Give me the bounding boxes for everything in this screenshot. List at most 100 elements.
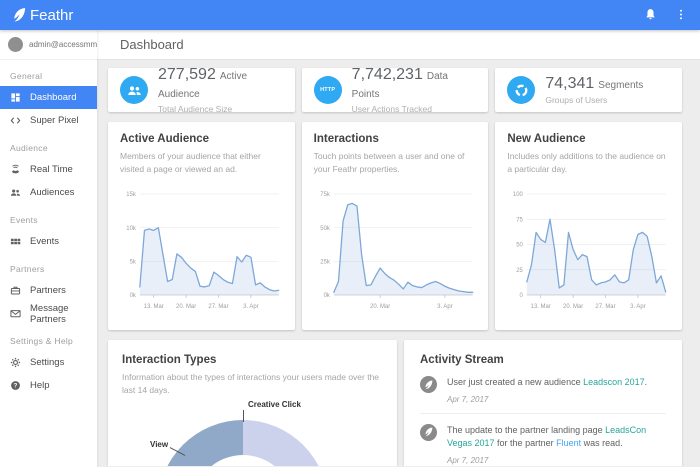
sidebar-item-label: Events bbox=[30, 236, 60, 247]
svg-text:0: 0 bbox=[520, 294, 524, 300]
activity-avatar-feather-icon bbox=[420, 376, 437, 393]
svg-text:3. Apr: 3. Apr bbox=[243, 304, 259, 310]
svg-text:25k: 25k bbox=[320, 260, 330, 266]
activity-text-segment: User just created a new audience bbox=[447, 377, 584, 387]
svg-text:50: 50 bbox=[517, 243, 524, 249]
svg-text:20. Mar: 20. Mar bbox=[370, 304, 390, 310]
area-chart: 0k 5k 10k 15k 13. Mar 20. Mar 27. Mar 3. Apr bbox=[126, 193, 280, 310]
svg-text:15k: 15k bbox=[126, 193, 136, 199]
feathr-logo-icon bbox=[12, 7, 26, 23]
sidebar-item-dashboard[interactable]: Dashboard bbox=[0, 86, 97, 109]
svg-text:75: 75 bbox=[517, 218, 524, 224]
activity-avatar-feather-icon bbox=[420, 423, 437, 441]
pie-donut bbox=[158, 420, 328, 466]
mail-icon bbox=[10, 308, 21, 319]
stat-sublabel: Groups of Users bbox=[545, 95, 608, 105]
brand-name: Feathr bbox=[30, 6, 74, 24]
sidebar-item-partners[interactable]: Partners bbox=[0, 279, 97, 302]
sidebar-nav: General Dashboard Super Pixel Audience Real … bbox=[0, 60, 97, 397]
bottom-row: Interaction Types Information about the … bbox=[108, 340, 682, 466]
stat-label: Data Points bbox=[351, 71, 448, 100]
sidebar-item-label: Message Partners bbox=[30, 302, 69, 325]
stat-label: Segments bbox=[598, 80, 644, 91]
activity-link[interactable]: Fluent bbox=[556, 438, 582, 448]
dashboard-icon bbox=[10, 92, 21, 103]
svg-text:20. Mar: 20. Mar bbox=[176, 304, 196, 310]
pie-label-creative-click: Creative Click bbox=[248, 400, 301, 409]
main-area: Dashboard 277,592 Active Audience Total Au… bbox=[97, 30, 700, 467]
chart-card-interactions: Interactions Touch points between a user … bbox=[301, 122, 489, 330]
svg-text:75k: 75k bbox=[320, 193, 330, 199]
sidebar-item-label: Settings bbox=[30, 357, 65, 368]
stat-value: 277,592 bbox=[158, 66, 216, 83]
stat-label: Active Audience bbox=[158, 71, 248, 100]
sidebar: admin@accessmm General Dashboard Super Pix… bbox=[0, 30, 97, 467]
page-title: Dashboard bbox=[120, 37, 184, 52]
chart-description: Includes only additions to the audience … bbox=[507, 151, 666, 175]
page-header: Dashboard bbox=[97, 30, 700, 60]
sidebar-item-super-pixel[interactable]: Super Pixel bbox=[0, 109, 97, 132]
svg-text:25: 25 bbox=[517, 268, 524, 274]
area-chart: 0k 25k 50k 75k 20. Mar 3. Apr bbox=[320, 193, 474, 310]
activity-link[interactable]: Leadscon 2017 bbox=[583, 377, 645, 387]
realtime-icon bbox=[10, 164, 21, 175]
sidebar-user[interactable]: admin@accessmm bbox=[0, 30, 97, 60]
svg-text:3. Apr: 3. Apr bbox=[631, 304, 647, 310]
segments-ring-icon bbox=[507, 76, 536, 104]
sidebar-item-help[interactable]: ? Help bbox=[0, 374, 97, 397]
svg-text:20. Mar: 20. Mar bbox=[563, 304, 583, 310]
svg-text:27. Mar: 27. Mar bbox=[208, 304, 228, 310]
stats-row: 277,592 Active Audience Total Audience Siz… bbox=[108, 66, 683, 114]
sidebar-item-real-time[interactable]: Real Time bbox=[0, 158, 97, 181]
brand[interactable]: Feathr bbox=[12, 7, 73, 24]
svg-text:13. Mar: 13. Mar bbox=[531, 304, 551, 310]
interaction-types-title: Interaction Types bbox=[122, 354, 217, 366]
sidebar-item-settings[interactable]: Settings bbox=[0, 351, 97, 374]
stat-card-active-audience: 277,592 Active Audience Total Audience Siz… bbox=[108, 66, 295, 114]
sidebar-item-events[interactable]: Events bbox=[0, 230, 97, 253]
sidebar-item-label: Partners bbox=[30, 285, 66, 296]
activity-item: The update to the partner landing page L… bbox=[420, 412, 666, 467]
sidebar-section-label: Events bbox=[10, 215, 38, 225]
svg-text:100: 100 bbox=[513, 193, 524, 199]
stat-sublabel: Total Audience Size bbox=[158, 104, 233, 114]
svg-text:5k: 5k bbox=[130, 260, 136, 266]
activity-text: User just created a new audience Leadsco… bbox=[447, 376, 647, 390]
group-icon bbox=[10, 187, 21, 198]
activity-link[interactable]: LeadsCon Vegas 2017 bbox=[447, 424, 647, 449]
sidebar-item-label: Real Time bbox=[30, 164, 73, 175]
notifications-bell-icon[interactable] bbox=[644, 8, 657, 22]
sidebar-item-message-partners[interactable]: Message Partners bbox=[0, 302, 97, 325]
activity-list: User just created a new audience Leadsco… bbox=[420, 366, 666, 466]
pie-leader-line bbox=[243, 410, 244, 422]
svg-text:0k: 0k bbox=[323, 294, 329, 300]
sidebar-section-label: Settings & Help bbox=[10, 336, 74, 346]
svg-text:10k: 10k bbox=[126, 226, 136, 232]
audience-group-icon bbox=[120, 76, 148, 104]
chart-title: Interactions bbox=[313, 133, 379, 145]
user-avatar bbox=[8, 37, 23, 52]
svg-text:?: ? bbox=[14, 383, 18, 390]
svg-text:13. Mar: 13. Mar bbox=[144, 304, 164, 310]
briefcase-icon bbox=[10, 285, 21, 296]
activity-text-segment: . bbox=[644, 377, 648, 387]
activity-text-segment: The update to the partner landing page bbox=[447, 424, 606, 435]
interaction-types-card: Interaction Types Information about the … bbox=[108, 340, 397, 466]
chart-card-new-audience: New Audience Includes only additions to t… bbox=[495, 122, 683, 330]
chart-description: Touch points between a user and one of y… bbox=[313, 151, 465, 175]
activity-date: Apr 7, 2017 bbox=[447, 455, 489, 465]
activity-item: User just created a new audience Leadsco… bbox=[420, 366, 666, 413]
stat-value: 7,742,231 bbox=[351, 66, 423, 83]
area-chart: 0 25 50 75 100 13. Mar 20. Mar 27. Mar 3. Apr bbox=[513, 193, 667, 310]
sidebar-item-label: Help bbox=[30, 380, 50, 391]
topbar: Feathr bbox=[0, 0, 700, 30]
svg-text:0k: 0k bbox=[130, 294, 136, 300]
activity-text-segment: for the partner bbox=[494, 438, 557, 448]
activity-date: Apr 7, 2017 bbox=[447, 394, 489, 404]
sidebar-item-audiences[interactable]: Audiences bbox=[0, 181, 97, 204]
stat-card-data-points: HTTP 7,742,231 Data Points User Actions Tra… bbox=[301, 66, 489, 114]
chart-title: Active Audience bbox=[120, 133, 210, 145]
chart-card-active-audience: Active Audience Members of your audience … bbox=[108, 122, 295, 330]
kebab-menu-icon[interactable] bbox=[675, 8, 688, 22]
content: 277,592 Active Audience Total Audience Siz… bbox=[97, 60, 700, 466]
